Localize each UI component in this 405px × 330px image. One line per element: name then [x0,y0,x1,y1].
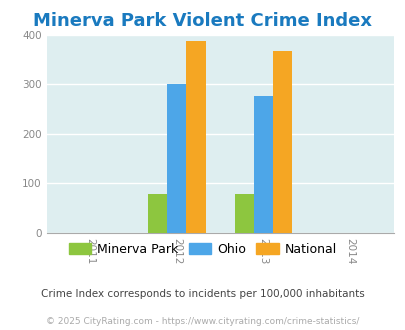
Text: Crime Index corresponds to incidents per 100,000 inhabitants: Crime Index corresponds to incidents per… [41,289,364,299]
Bar [167,84,186,233]
Legend: Minerva Park, Ohio, National: Minerva Park, Ohio, National [64,238,341,261]
Bar [148,194,167,233]
Text: Minerva Park Violent Crime Index: Minerva Park Violent Crime Index [34,12,371,30]
Bar [186,41,205,233]
Text: © 2025 CityRating.com - https://www.cityrating.com/crime-statistics/: © 2025 CityRating.com - https://www.city… [46,317,359,326]
Bar [254,95,273,233]
Bar [273,51,292,233]
Bar [234,193,254,233]
